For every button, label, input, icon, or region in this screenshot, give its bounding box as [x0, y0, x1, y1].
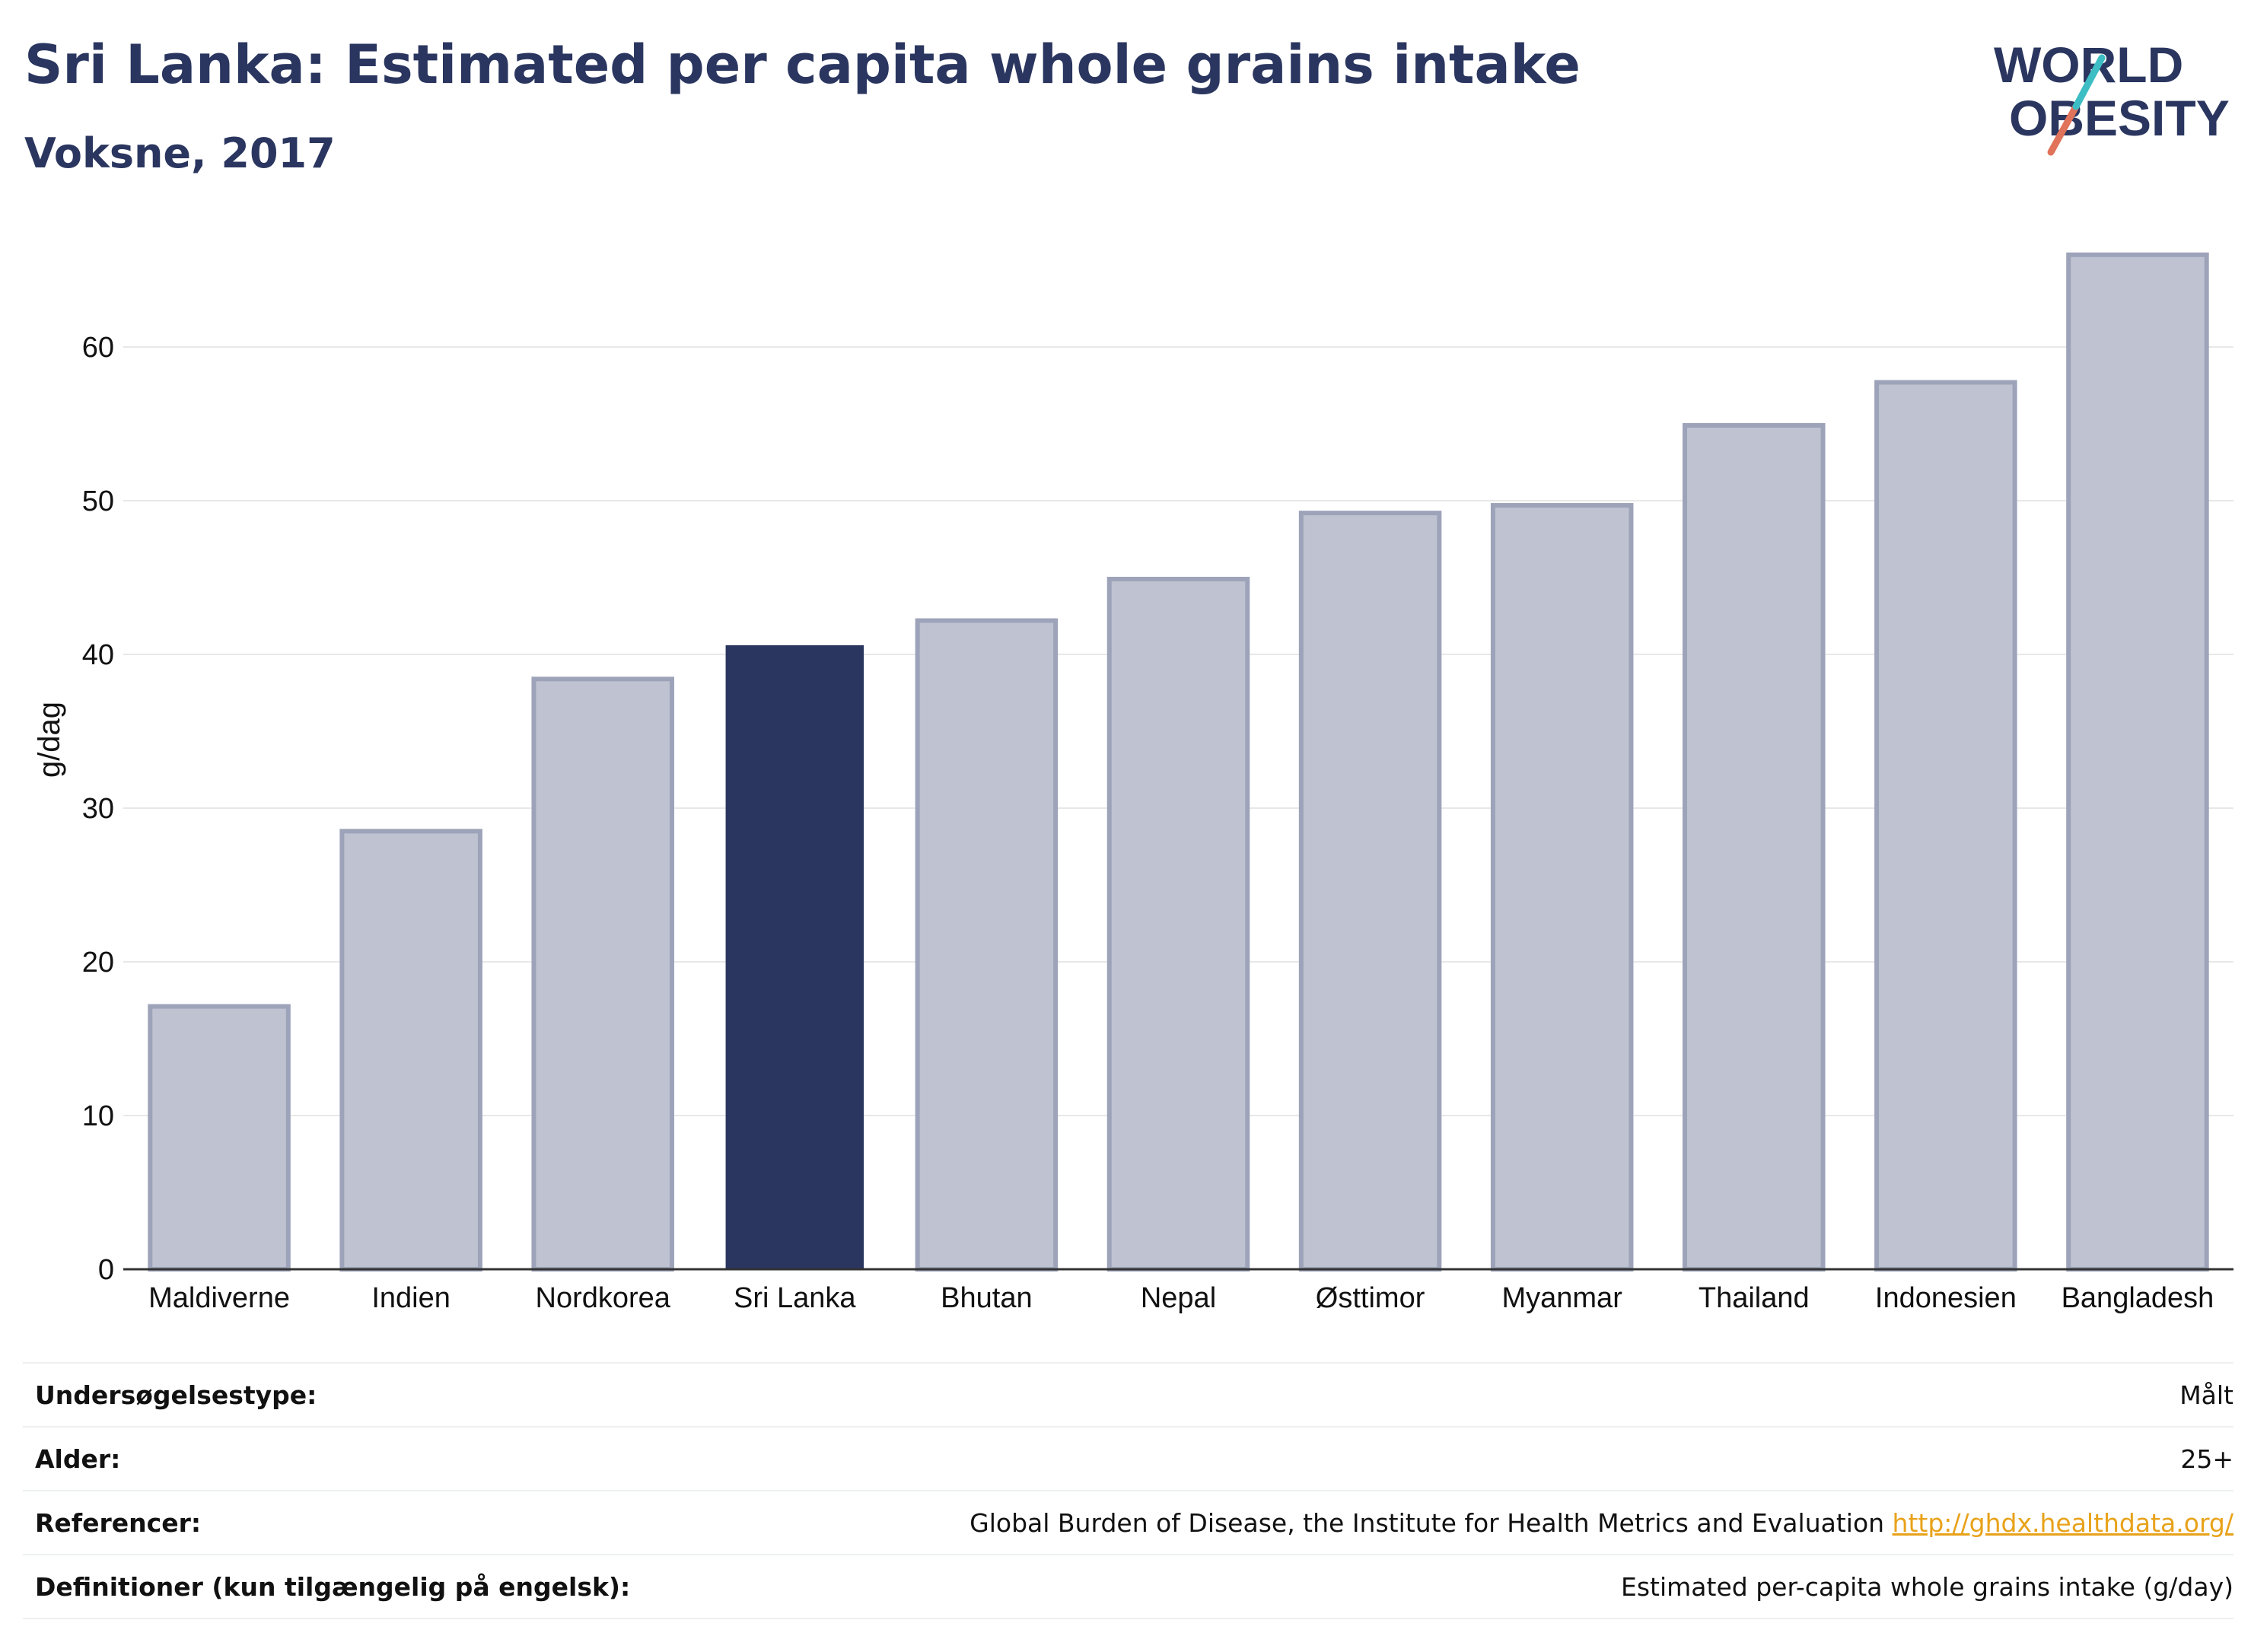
bar-maldiverne [148, 1004, 291, 1272]
bar-thailand [1683, 423, 1826, 1272]
bar-indonesien [1874, 380, 2017, 1272]
info-label: Undersøgelsestype: [35, 1380, 317, 1410]
bar-myanmar [1490, 503, 1634, 1272]
x-axis-ticks: Maldiverne Indien Nordkorea Sri Lanka Bhutan… [148, 1282, 2214, 1314]
info-row-references: Referencer: Global Burden of Disease, th… [23, 1490, 2233, 1554]
chart-subtitle: Voksne, 2017 [24, 129, 336, 177]
info-value: 25+ [2180, 1444, 2233, 1474]
info-row-definitions: Definitioner (kun tilgængelig på engelsk… [23, 1554, 2233, 1619]
x-tick-label: Nepal [1141, 1282, 1216, 1314]
bar-østtimor [1298, 511, 1442, 1272]
info-value: Målt [2179, 1380, 2233, 1410]
x-tick-label: Indien [371, 1282, 451, 1314]
y-tick-label: 20 [82, 947, 114, 979]
y-tick-label: 30 [82, 793, 114, 825]
reference-link[interactable]: http://ghdx.healthdata.org/ [1892, 1507, 2233, 1538]
info-value: Estimated per-capita whole grains intake… [1621, 1571, 2233, 1602]
x-tick-label: Maldiverne [148, 1282, 290, 1314]
x-tick-label: Bhutan [941, 1282, 1032, 1314]
x-tick-label: Østtimor [1316, 1282, 1425, 1314]
y-axis-ticks: 0 10 20 30 40 50 60 [82, 332, 114, 1286]
y-axis-label: g/dag [33, 702, 66, 778]
y-tick-label: 10 [82, 1100, 114, 1132]
y-tick-label: 50 [82, 485, 114, 517]
bars [148, 252, 2209, 1272]
x-tick-label: Indonesien [1875, 1282, 2017, 1314]
chart-title: Sri Lanka: Estimated per capita whole gr… [24, 33, 1581, 96]
bar-bhutan [915, 618, 1059, 1272]
bar-nepal [1106, 577, 1250, 1272]
x-tick-label: Sri Lanka [734, 1282, 856, 1314]
info-row-survey-type: Undersøgelsestype: Målt [23, 1362, 2233, 1426]
info-value: Global Burden of Disease, the Institute … [969, 1508, 2233, 1538]
info-table: Undersøgelsestype: Målt Alder: 25+ Refer… [23, 1362, 2233, 1619]
bar-bangladesh [2066, 252, 2209, 1272]
info-row-age: Alder: 25+ [23, 1426, 2233, 1490]
x-tick-label: Myanmar [1501, 1282, 1622, 1314]
y-tick-label: 0 [98, 1254, 114, 1286]
bar-nordkorea [531, 676, 674, 1272]
info-label: Alder: [35, 1444, 121, 1474]
bar-chart: 0 10 20 30 40 50 60 Maldiverne Indien Nordkorea S… [33, 252, 2233, 1314]
info-label: Definitioner (kun tilgængelig på engelsk… [35, 1571, 631, 1602]
bar-sri-lanka [725, 645, 864, 1269]
y-tick-label: 40 [82, 639, 114, 671]
logo-obesity-text: OBESITY [2009, 90, 2230, 146]
reference-text: Global Burden of Disease, the Institute … [969, 1507, 1885, 1538]
x-tick-label: Nordkorea [536, 1282, 671, 1314]
y-tick-label: 60 [82, 332, 114, 364]
x-tick-label: Bangladesh [2062, 1282, 2214, 1314]
x-tick-label: Thailand [1699, 1282, 1810, 1314]
world-obesity-logo: WORLD OBESITY [1994, 37, 2230, 156]
bar-indien [339, 829, 482, 1272]
info-label: Referencer: [35, 1507, 202, 1538]
